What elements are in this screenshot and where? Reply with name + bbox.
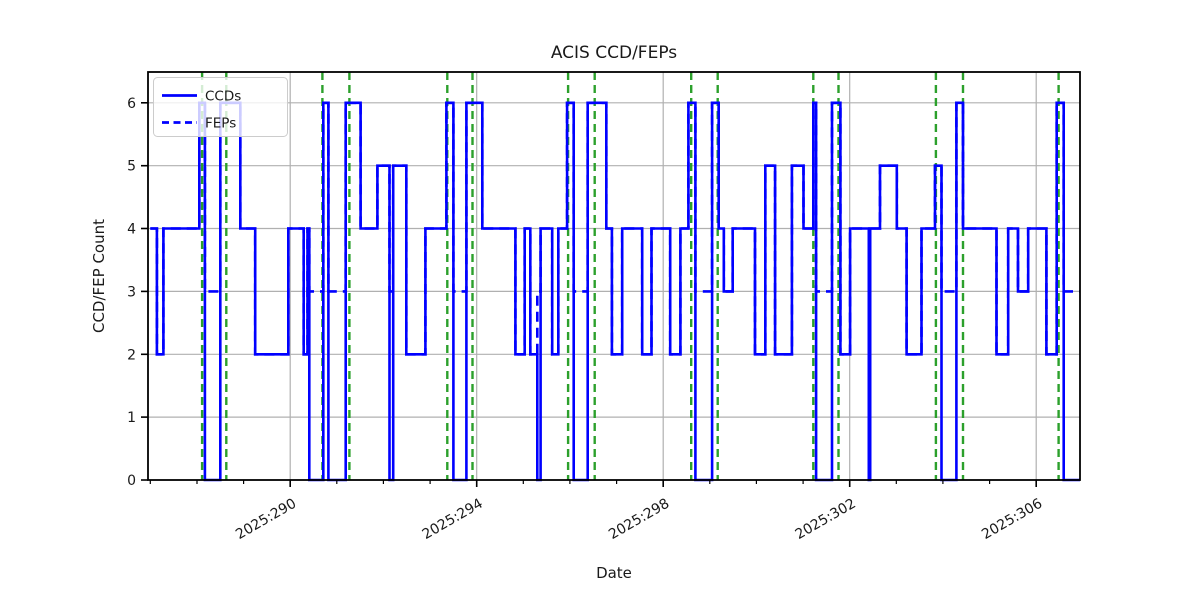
y-tick-label: 2	[127, 347, 136, 363]
x-tick-label-group: 2025:306	[979, 496, 1045, 543]
axis-ticks	[141, 102, 1037, 487]
y-tick-label: 6	[127, 96, 136, 112]
x-tick-labels: 2025:290 2025:294 2025:298 2025:302 2025:306	[233, 496, 1045, 543]
x-tick-label-group: 2025:298	[606, 496, 672, 543]
ccds-step-path	[150, 101, 1080, 482]
x-tick-label: 2025:298	[606, 496, 672, 543]
x-tick-label: 2025:306	[979, 496, 1045, 543]
y-axis-label: CCD/FEP Count	[90, 219, 108, 333]
x-tick-label: 2025:294	[420, 496, 486, 543]
ccds-series-line	[150, 101, 1080, 482]
legend-feps-label: FEPs	[205, 116, 236, 132]
x-tick-label-group: 2025:302	[793, 496, 859, 543]
x-tick-label-group: 2025:294	[420, 496, 486, 543]
legend-ccds-label: CCDs	[205, 89, 241, 105]
x-tick-label-group: 2025:290	[233, 496, 299, 543]
y-tick-label: 3	[127, 284, 136, 300]
legend: CCDs FEPs	[153, 77, 288, 137]
plot-border	[147, 71, 1081, 481]
radzone-vlines	[200, 72, 1060, 480]
x-tick-label: 2025:302	[793, 496, 859, 543]
axes-spines	[147, 71, 1081, 481]
y-tick-label: 1	[127, 410, 136, 426]
y-tick-label: 5	[127, 159, 136, 175]
chart-title: ACIS CCD/FEPs	[551, 43, 677, 63]
y-tick-label: 4	[127, 222, 136, 238]
x-tick-label: 2025:290	[233, 496, 299, 543]
x-axis-label: Date	[596, 564, 632, 582]
y-tick-labels: 0 1 2 3 4 5 6	[127, 96, 136, 489]
y-tick-label: 0	[127, 473, 136, 489]
